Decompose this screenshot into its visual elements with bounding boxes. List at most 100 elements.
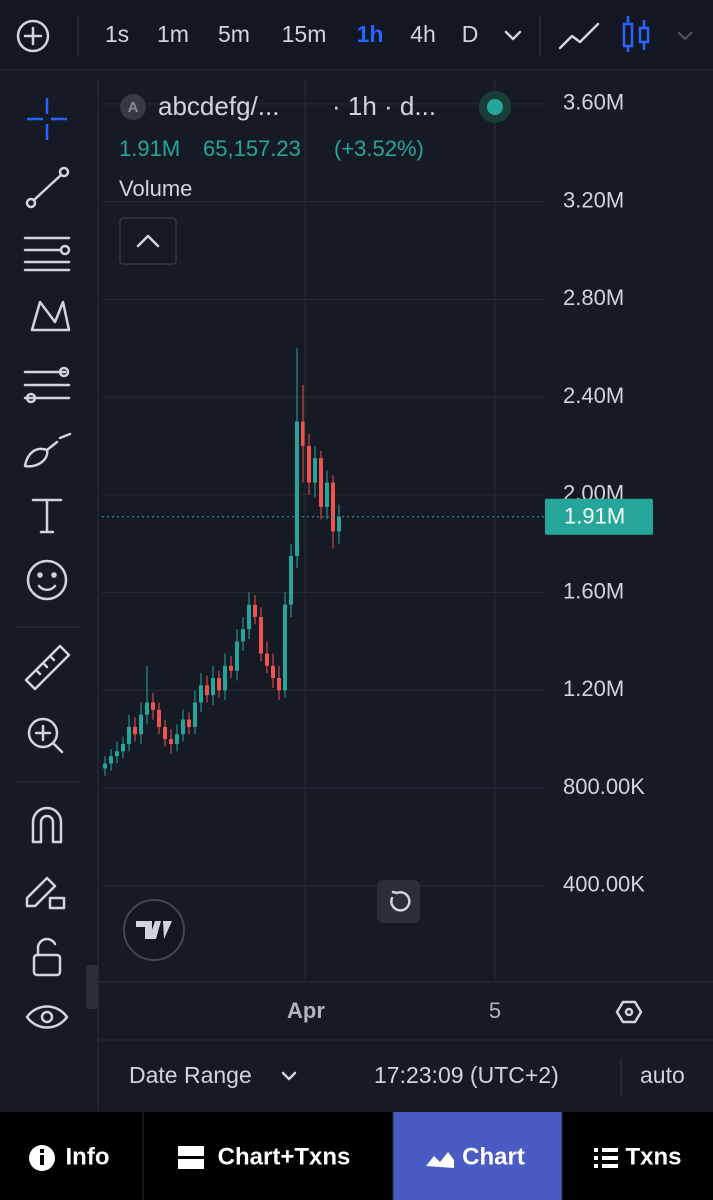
zoom-tool[interactable] bbox=[27, 717, 64, 754]
interval-button[interactable]: 1s bbox=[105, 21, 129, 47]
candle-body bbox=[163, 726, 167, 740]
candle-body bbox=[241, 629, 245, 642]
candle-body bbox=[283, 604, 287, 691]
clock: 17:23:09 (UTC+2) bbox=[374, 1062, 559, 1088]
candle-body bbox=[193, 702, 197, 727]
tab[interactable]: Info bbox=[66, 1143, 110, 1170]
time-label: 5 bbox=[489, 998, 501, 1023]
toolbar bbox=[0, 0, 713, 70]
symbol[interactable]: abcdefg/... bbox=[158, 91, 279, 121]
tradingview-logo bbox=[123, 899, 185, 961]
status-dot bbox=[487, 99, 503, 115]
list-icon bbox=[594, 1148, 618, 1168]
candle-body bbox=[337, 516, 341, 532]
emoji-tool[interactable] bbox=[26, 559, 68, 601]
ruler-tool[interactable] bbox=[24, 644, 71, 691]
candle-body bbox=[133, 726, 137, 735]
candle-body bbox=[223, 665, 227, 691]
tab[interactable]: Chart bbox=[462, 1143, 525, 1170]
candle-body bbox=[247, 604, 251, 630]
settings-button[interactable] bbox=[615, 1000, 643, 1024]
time-label: Apr bbox=[287, 998, 325, 1023]
candle-body bbox=[139, 714, 143, 735]
candle-body bbox=[319, 458, 323, 508]
y-tick-label: 1.60M bbox=[563, 578, 624, 603]
candle-body bbox=[217, 678, 221, 691]
symbol-badge: A bbox=[128, 99, 139, 116]
visibility-tool[interactable] bbox=[25, 1005, 69, 1029]
candle-body bbox=[331, 482, 335, 532]
info-icon-mark bbox=[40, 1149, 44, 1165]
candle-body bbox=[127, 726, 131, 744]
candle-body bbox=[313, 458, 317, 483]
y-tick-label: 1.20M bbox=[563, 676, 624, 701]
brush-tool[interactable] bbox=[23, 432, 72, 468]
date-range-caret[interactable] bbox=[281, 1071, 297, 1081]
lock-tool[interactable] bbox=[32, 937, 62, 977]
collapse-sidebar[interactable] bbox=[86, 965, 98, 1009]
chart-type-dropdown[interactable] bbox=[677, 31, 693, 41]
interval-button[interactable]: 4h bbox=[410, 21, 436, 47]
candle-body bbox=[181, 719, 185, 735]
price-change: (+3.52%) bbox=[334, 136, 424, 161]
candle-body bbox=[301, 421, 305, 446]
fib-tool[interactable] bbox=[23, 236, 71, 272]
trend-line-tool[interactable] bbox=[25, 166, 70, 209]
scale-mode[interactable]: auto bbox=[640, 1062, 685, 1088]
collapse-legend-button[interactable] bbox=[119, 217, 177, 265]
tab[interactable]: Txns bbox=[625, 1143, 681, 1170]
candle-body bbox=[259, 616, 263, 654]
line-chart-button[interactable] bbox=[558, 22, 600, 50]
interval-button[interactable]: 5m bbox=[218, 21, 250, 47]
candle-body bbox=[211, 678, 215, 696]
magnet-tool[interactable] bbox=[31, 806, 63, 844]
y-tick-label: 3.20M bbox=[563, 187, 624, 212]
candle-body bbox=[157, 709, 161, 727]
candle-body bbox=[253, 604, 257, 617]
interval-dropdown[interactable] bbox=[504, 30, 522, 41]
candle-body bbox=[175, 734, 179, 744]
chart-icon bbox=[426, 1152, 454, 1168]
projection-tool[interactable] bbox=[23, 366, 71, 404]
interval-button[interactable]: 1h bbox=[357, 21, 384, 47]
last-price-label: 1.91M bbox=[564, 504, 625, 529]
settings-dot bbox=[624, 1007, 634, 1017]
tab[interactable]: Chart+Txns bbox=[218, 1143, 351, 1170]
y-tick-label: 400.00K bbox=[563, 872, 645, 897]
interval-button[interactable]: 15m bbox=[282, 21, 327, 47]
pattern-tool[interactable] bbox=[30, 300, 71, 332]
candle-body bbox=[235, 641, 239, 671]
candle-body bbox=[103, 763, 107, 769]
candle-body bbox=[151, 702, 155, 710]
reset-button[interactable] bbox=[377, 880, 420, 923]
candle-body bbox=[325, 482, 329, 508]
candle-body bbox=[187, 719, 191, 727]
crosshair-tool[interactable] bbox=[27, 98, 67, 140]
volume-value: 1.91M bbox=[119, 136, 180, 161]
plot-area bbox=[102, 103, 545, 887]
candle-body bbox=[295, 421, 299, 556]
date-range[interactable]: Date Range bbox=[129, 1062, 252, 1088]
interval-button[interactable]: D bbox=[462, 21, 479, 47]
tab-active-bg bbox=[393, 1112, 562, 1200]
y-tick-label: 2.80M bbox=[563, 285, 624, 310]
y-tick-label: 3.60M bbox=[563, 90, 624, 115]
interval-button[interactable]: 1m bbox=[157, 21, 189, 47]
add-button[interactable] bbox=[16, 19, 50, 53]
price: 65,157.23 bbox=[203, 136, 301, 161]
last-price-box bbox=[545, 498, 653, 535]
lock-drawing-tool[interactable] bbox=[25, 876, 66, 910]
candle-body bbox=[205, 685, 209, 696]
symbol-badge-bg bbox=[120, 94, 146, 120]
split-icon bbox=[178, 1146, 204, 1169]
text-tool[interactable] bbox=[31, 498, 63, 534]
candle-body bbox=[145, 702, 149, 715]
y-tick-label: 800.00K bbox=[563, 774, 645, 799]
candle-body bbox=[271, 665, 275, 679]
candle-chart-button[interactable] bbox=[622, 16, 650, 52]
symbol-meta: · 1h · d... bbox=[332, 91, 436, 121]
candle-body bbox=[277, 678, 281, 691]
candle-body bbox=[265, 653, 269, 666]
